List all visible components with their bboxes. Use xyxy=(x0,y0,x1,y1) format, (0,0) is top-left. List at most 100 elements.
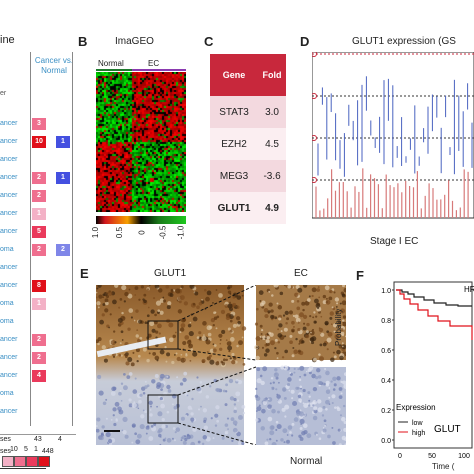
ihc-texture-dot xyxy=(118,306,121,309)
ihc-texture-dot xyxy=(118,391,122,396)
ihc-texture-dot xyxy=(298,398,302,403)
ihc-texture-dot xyxy=(340,380,343,384)
ihc-texture-dot xyxy=(298,312,304,318)
ihc-texture-dot xyxy=(241,326,247,331)
ihc-texture-dot xyxy=(309,330,315,336)
ihc-texture-dot xyxy=(117,406,122,411)
ihc-texture-dot xyxy=(333,355,337,359)
ihc-texture-dot xyxy=(274,372,277,375)
ihc-texture-dot xyxy=(230,359,232,361)
legend-swatch-2 xyxy=(14,456,26,467)
ihc-texture-dot xyxy=(121,311,124,315)
ihc-texture-dot xyxy=(308,395,311,398)
ihc-texture-dot xyxy=(299,411,305,417)
ihc-texture-dot xyxy=(215,289,218,291)
ihc-texture-dot xyxy=(316,399,322,404)
panel-f-xtick: 100 xyxy=(458,453,470,460)
panel-b-title: ImaGEO xyxy=(115,36,154,47)
ihc-texture-dot xyxy=(173,405,178,410)
ihc-texture-dot xyxy=(209,359,215,365)
ihc-texture-dot xyxy=(282,387,287,392)
ihc-texture-dot xyxy=(121,285,127,291)
ihc-texture-dot xyxy=(277,340,281,344)
panel-a-border-left xyxy=(30,52,31,426)
ihc-texture-dot xyxy=(277,333,283,338)
ihc-texture-dot xyxy=(234,423,237,427)
panel-d-axis-marker xyxy=(312,93,317,99)
ihc-texture-dot xyxy=(332,351,335,354)
ihc-texture-dot xyxy=(218,333,223,338)
ihc-texture-dot xyxy=(231,359,236,365)
ihc-texture-dot xyxy=(231,352,235,357)
ihc-texture-dot xyxy=(162,296,165,299)
ihc-texture-dot xyxy=(197,440,201,444)
panel-a-count-cell: 8 xyxy=(32,280,46,292)
ihc-texture-dot xyxy=(174,431,177,434)
ihc-texture-dot xyxy=(185,354,188,357)
ihc-texture-dot xyxy=(331,306,334,309)
ihc-texture-dot xyxy=(280,330,283,333)
ihc-texture-dot xyxy=(277,328,280,331)
ihc-texture-dot xyxy=(256,367,261,372)
ihc-texture-dot xyxy=(146,358,150,363)
panel-f-xtick: 50 xyxy=(428,453,436,460)
legend-arrow xyxy=(0,468,46,469)
ihc-texture-dot xyxy=(227,290,232,294)
ihc-texture-dot xyxy=(166,384,171,390)
ihc-texture-dot xyxy=(334,406,337,409)
ihc-texture-dot xyxy=(337,325,340,328)
ihc-texture-dot xyxy=(313,320,317,324)
ihc-texture-dot xyxy=(241,404,246,409)
ihc-zoom-line xyxy=(177,366,257,396)
ihc-texture-dot xyxy=(213,344,217,347)
panel-d-xlabel: Stage I EC xyxy=(370,236,419,247)
ihc-texture-dot xyxy=(228,378,234,384)
ihc-texture-dot xyxy=(225,431,228,435)
scale-4: -0.5 xyxy=(158,225,168,240)
ihc-texture-dot xyxy=(237,320,241,325)
ihc-texture-dot xyxy=(255,307,259,311)
panel-a-count-cell: 2 xyxy=(56,244,70,256)
panel-f-legend-high: high xyxy=(412,430,425,437)
ihc-texture-dot xyxy=(155,300,162,306)
ihc-texture-dot xyxy=(97,342,100,346)
panel-e-left-title: GLUT1 xyxy=(154,268,187,279)
ihc-texture-dot xyxy=(126,375,131,380)
ihc-texture-dot xyxy=(183,301,189,306)
panel-f-label: F xyxy=(356,268,364,283)
ihc-texture-dot xyxy=(110,419,113,421)
ihc-texture-dot xyxy=(136,433,142,439)
ihc-texture-dot xyxy=(324,367,327,371)
panel-a-count-cell: 2 xyxy=(32,334,46,346)
ihc-texture-dot xyxy=(190,441,196,445)
ihc-texture-dot xyxy=(341,344,346,350)
ihc-texture-dot xyxy=(283,441,286,444)
ihc-texture-dot xyxy=(300,423,303,426)
ihc-texture-dot xyxy=(179,382,184,386)
fold-cell: 4.5 xyxy=(258,128,286,160)
ihc-texture-dot xyxy=(115,419,119,422)
panel-a-row-label: ancer xyxy=(0,354,18,361)
ihc-texture-dot xyxy=(267,311,270,314)
ihc-texture-dot xyxy=(210,417,213,420)
ihc-texture-dot xyxy=(151,379,156,384)
panel-b-group-normal: Normal xyxy=(98,59,124,68)
ihc-texture-dot xyxy=(276,351,279,355)
ihc-texture-dot xyxy=(289,334,293,338)
ihc-texture-dot xyxy=(274,347,277,350)
ihc-texture-dot xyxy=(119,342,122,345)
ihc-texture-dot xyxy=(282,428,288,434)
ihc-texture-dot xyxy=(338,443,342,445)
ihc-texture-dot xyxy=(328,296,333,301)
ihc-texture-dot xyxy=(124,291,129,297)
ihc-texture-dot xyxy=(136,338,142,343)
ihc-texture-dot xyxy=(147,306,150,309)
panel-d-label: D xyxy=(300,34,310,49)
ihc-texture-dot xyxy=(274,368,278,372)
ihc-texture-dot xyxy=(139,393,143,397)
ihc-texture-dot xyxy=(255,346,259,349)
ihc-texture-dot xyxy=(184,335,190,340)
ihc-texture-dot xyxy=(224,423,229,427)
ihc-texture-dot xyxy=(96,428,100,433)
ihc-texture-dot xyxy=(167,301,172,306)
